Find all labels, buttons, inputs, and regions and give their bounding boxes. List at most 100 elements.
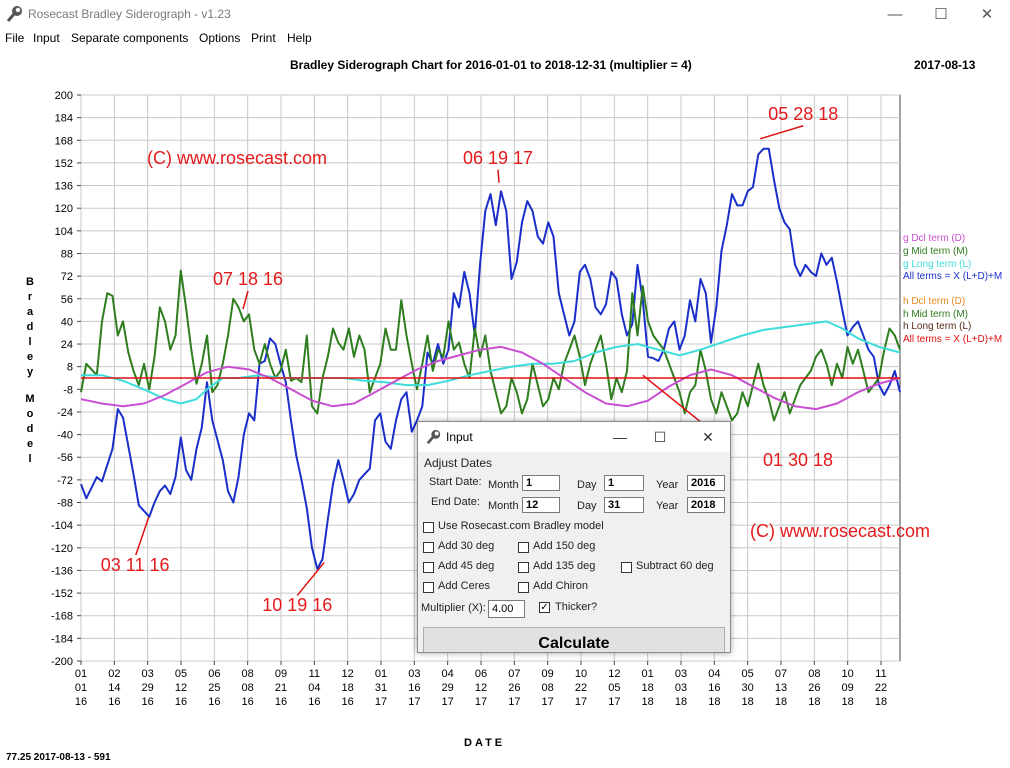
y-tick-label: 40 [61,316,73,328]
x-tick-label: 22 [575,682,587,694]
thicker-checkbox[interactable]: ✓ [539,602,550,613]
y-tick-label: -88 [57,498,73,510]
window-titlebar: Rosecast Bradley Siderograph - v1.23 — ☐… [0,0,1010,30]
chart-title: Bradley Siderograph Chart for 2016-01-01… [290,58,692,72]
x-tick-label: 18 [642,696,654,708]
legend-entry: h Long term (L) [903,321,972,332]
calculate-button[interactable]: Calculate [423,627,725,652]
y-tick-label: -200 [51,656,73,668]
y-tick-label: -8 [63,384,73,396]
x-tick-label: 26 [808,682,820,694]
y-tick-label: -72 [57,475,73,487]
y-tick-label: -184 [51,633,73,645]
x-tick-label: 04 [708,668,720,680]
y-tick-label: 184 [55,113,73,125]
menu-file[interactable]: File [5,31,25,45]
end-year-label: Year [656,500,679,512]
y-tick-label: 104 [55,226,73,238]
annotation-pointer [296,561,325,596]
x-tick-label: 16 [108,696,120,708]
menu-input[interactable]: Input [33,31,60,45]
x-tick-label: 16 [342,696,354,708]
legend-entry: g Long term (L) [903,259,972,270]
end-month-input[interactable] [522,497,560,513]
menu-help[interactable]: Help [287,31,312,45]
x-tick-label: 18 [875,696,887,708]
x-tick-label: 25 [208,682,220,694]
end-day-input[interactable] [604,497,644,513]
x-tick-label: 29 [142,682,154,694]
legend-entry: h Dcl term (D) [903,296,966,307]
use-model-checkbox[interactable] [423,522,434,533]
end-year-input[interactable] [687,497,725,513]
subtract-60-checkbox[interactable] [621,562,632,573]
add-135-checkbox[interactable] [518,562,529,573]
y-axis-label-letter: e [26,438,34,450]
x-tick-label: 17 [475,696,487,708]
add-ceres-checkbox[interactable] [423,582,434,593]
x-tick-label: 07 [775,668,787,680]
x-tick-label: 11 [309,668,320,680]
add-chiron-label: Add Chiron [533,580,589,592]
x-tick-label: 04 [308,682,320,694]
x-tick-label: 16 [275,696,287,708]
x-tick-label: 08 [542,682,554,694]
start-day-input[interactable] [604,475,644,491]
maximize-button[interactable]: ☐ [934,6,948,23]
minimize-button[interactable]: — [887,6,903,23]
x-tick-label: 16 [308,696,320,708]
add-135-label: Add 135 deg [533,560,596,572]
x-tick-label: 01 [375,668,387,680]
dialog-close-button[interactable]: ✕ [702,429,714,445]
add-chiron-checkbox[interactable] [518,582,529,593]
y-tick-label: 120 [55,203,73,215]
x-tick-label: 03 [675,668,687,680]
x-tick-label: 10 [575,668,587,680]
date-annotation: 07 18 16 [213,269,284,290]
y-tick-label: -40 [57,430,73,442]
x-tick-label: 11 [875,668,886,680]
close-button[interactable]: ✕ [980,6,994,23]
start-year-input[interactable] [687,475,725,491]
x-tick-label: 18 [742,696,754,708]
dialog-minimize-button[interactable]: — [613,429,627,445]
menu-bar: File Input Separate components Options P… [0,30,1010,48]
menu-options[interactable]: Options [199,31,241,45]
add-150-label: Add 150 deg [533,540,596,552]
y-tick-label: 136 [55,181,73,193]
end-month-label: Month [488,500,519,512]
add-45-checkbox[interactable] [423,562,434,573]
legend-entry: h Mid term (M) [903,309,968,320]
add-45-label: Add 45 deg [438,560,495,572]
x-tick-label: 03 [408,668,420,680]
start-year-label: Year [656,479,679,491]
x-tick-label: 22 [875,682,887,694]
start-month-input[interactable] [522,475,560,491]
x-tick-label: 01 [75,668,87,680]
x-tick-label: 12 [475,682,487,694]
series-line [80,269,901,422]
add-30-checkbox[interactable] [423,542,434,553]
x-tick-label: 06 [208,668,220,680]
y-axis-label-letter: o [26,408,34,420]
y-tick-label: -136 [51,565,73,577]
dialog-maximize-button[interactable]: ☐ [653,429,667,445]
legend-entry: g Mid term (M) [903,246,968,257]
annotation-pointer [760,125,804,140]
multiplier-label: Multiplier (X): [421,602,486,614]
add-150-checkbox[interactable] [518,542,529,553]
menu-print[interactable]: Print [251,31,276,45]
menu-separate-components[interactable]: Separate components [71,31,189,45]
copyright-note: (C) www.rosecast.com [750,521,931,541]
x-tick-label: 05 [608,682,620,694]
x-tick-label: 16 [75,696,87,708]
x-tick-label: 31 [375,682,387,694]
y-axis-label-letter: r [27,291,33,303]
multiplier-input[interactable] [488,600,525,618]
x-tick-label: 05 [742,668,754,680]
y-tick-label: 24 [61,339,73,351]
x-tick-label: 05 [175,668,187,680]
input-dialog: Input — ☐ ✕ Adjust Dates Start Date: Mon… [417,421,731,653]
x-tick-label: 01 [75,682,87,694]
x-tick-label: 03 [142,668,154,680]
